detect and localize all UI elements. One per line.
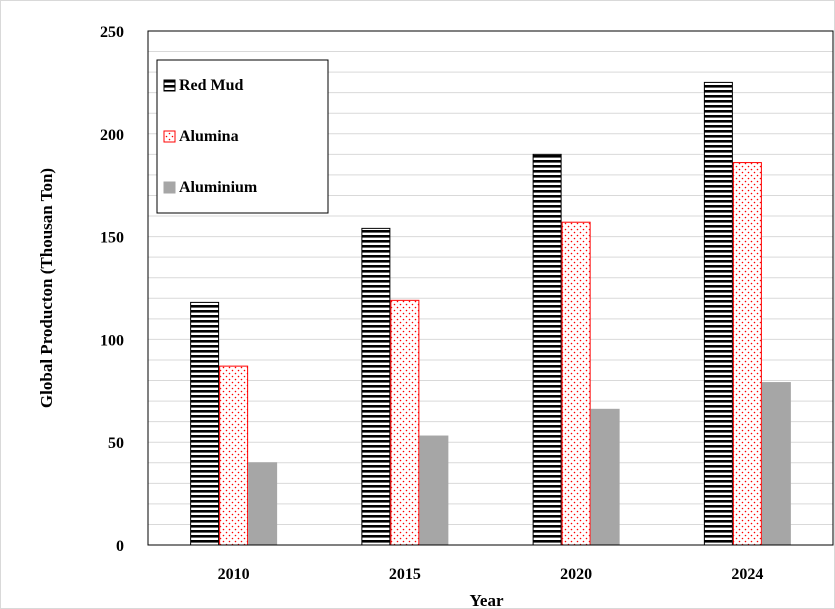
plot-area-border xyxy=(147,30,834,546)
legend: Red Mud Alumina Aluminium xyxy=(156,59,329,214)
bars xyxy=(190,81,791,546)
x-tick-label: 2010 xyxy=(218,566,250,583)
bar-alumina-2024 xyxy=(732,162,762,546)
bar-red-mud-2010 xyxy=(190,301,220,546)
y-tick-label: 50 xyxy=(108,435,124,452)
bar-red-mud-2015 xyxy=(361,227,391,546)
y-tick-label: 200 xyxy=(100,127,124,144)
legend-swatch xyxy=(163,130,176,143)
bar-alumina-2020 xyxy=(561,221,591,546)
legend-label: Alumina xyxy=(179,128,239,145)
legend-swatch xyxy=(163,79,176,92)
y-tick-label: 0 xyxy=(116,538,124,555)
bar-red-mud-2020 xyxy=(532,153,562,546)
bar-alumina-2010 xyxy=(219,365,249,546)
bar-aluminium-2015 xyxy=(419,435,449,546)
x-tick-labels: 2010 2015 2020 2024 xyxy=(218,566,764,583)
y-axis-title: Global Producton (Thousan Ton) xyxy=(37,168,56,408)
y-tick-label: 250 xyxy=(100,24,124,41)
legend-label: Red Mud xyxy=(179,77,244,94)
legend-swatch xyxy=(163,181,176,194)
legend-label: Aluminium xyxy=(179,179,258,196)
y-tick-labels: 0 50 100 150 200 250 xyxy=(100,24,124,555)
x-axis-title: Year xyxy=(470,591,504,609)
bar-aluminium-2020 xyxy=(590,408,620,546)
x-tick-label: 2024 xyxy=(731,566,763,583)
bar-red-mud-2024 xyxy=(703,81,733,546)
x-tick-label: 2020 xyxy=(560,566,592,583)
bar-alumina-2015 xyxy=(390,299,420,546)
x-tick-label: 2015 xyxy=(389,566,421,583)
bar-aluminium-2024 xyxy=(761,382,791,546)
legend-box xyxy=(156,59,329,214)
bar-aluminium-2010 xyxy=(248,462,278,546)
y-tick-label: 150 xyxy=(100,230,124,247)
y-tick-label: 100 xyxy=(100,332,124,349)
